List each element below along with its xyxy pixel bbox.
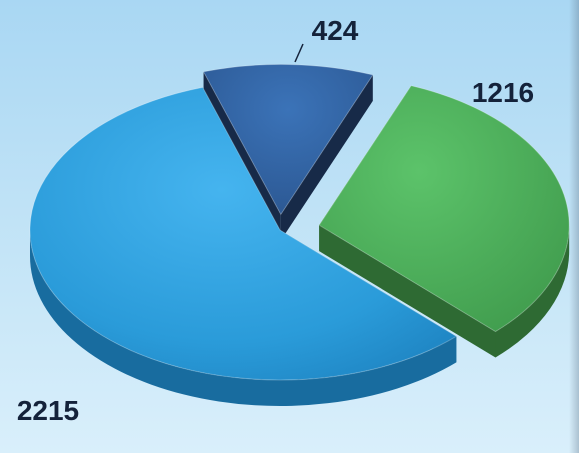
pie-slice-side [30, 230, 457, 407]
label-leader-line [294, 43, 304, 63]
data-label-2215: 2215 [17, 395, 79, 426]
data-label-1216: 1216 [472, 77, 534, 108]
pie-slice-top [318, 85, 570, 333]
data-label-424: 424 [312, 15, 359, 46]
pie-slice-top [202, 63, 374, 216]
pie-slice-2215 [29, 86, 458, 407]
window-edge [569, 0, 579, 453]
pie-slice-cut-face [319, 225, 496, 358]
pie-slice-side [495, 225, 570, 358]
pie-slice-1216 [318, 85, 570, 358]
pie-slice-cut-face [280, 74, 373, 241]
pie-slice-top [29, 86, 458, 381]
